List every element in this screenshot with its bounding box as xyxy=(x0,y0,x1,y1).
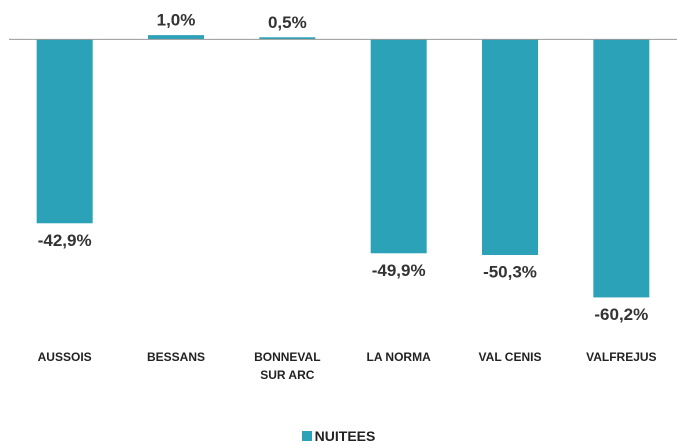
bar xyxy=(482,39,538,255)
x-tick-text: VAL CENIS xyxy=(478,350,542,364)
x-tick-label: BESSANS xyxy=(126,348,226,366)
x-tick-label: VAL CENIS xyxy=(460,348,560,366)
x-tick-label: BONNEVAL SUR ARC xyxy=(237,348,337,384)
bar xyxy=(259,37,316,40)
legend-swatch xyxy=(301,431,312,441)
x-tick-label: VALFREJUS xyxy=(571,348,671,366)
x-tick-text: VALFREJUS xyxy=(586,350,657,364)
bar xyxy=(36,39,93,224)
x-tick-label: AUSSOIS xyxy=(15,348,115,366)
value-label: 1,0% xyxy=(157,11,196,30)
x-tick-text: BONNEVAL SUR ARC xyxy=(254,350,321,382)
bar xyxy=(593,39,650,298)
legend: NUITEES xyxy=(0,428,677,444)
value-label: 0,5% xyxy=(268,13,307,32)
value-label: -50,3% xyxy=(483,262,537,281)
bar xyxy=(148,35,204,40)
x-tick-label: LA NORMA xyxy=(349,348,449,366)
x-tick-text: AUSSOIS xyxy=(37,350,92,364)
x-tick-text: LA NORMA xyxy=(366,350,431,364)
bar xyxy=(370,39,427,254)
value-label: -60,2% xyxy=(594,305,648,324)
legend-label: NUITEES xyxy=(314,428,376,444)
x-tick-text: BESSANS xyxy=(146,350,205,364)
value-label: -49,9% xyxy=(372,261,426,280)
value-label: -42,9% xyxy=(38,231,92,250)
